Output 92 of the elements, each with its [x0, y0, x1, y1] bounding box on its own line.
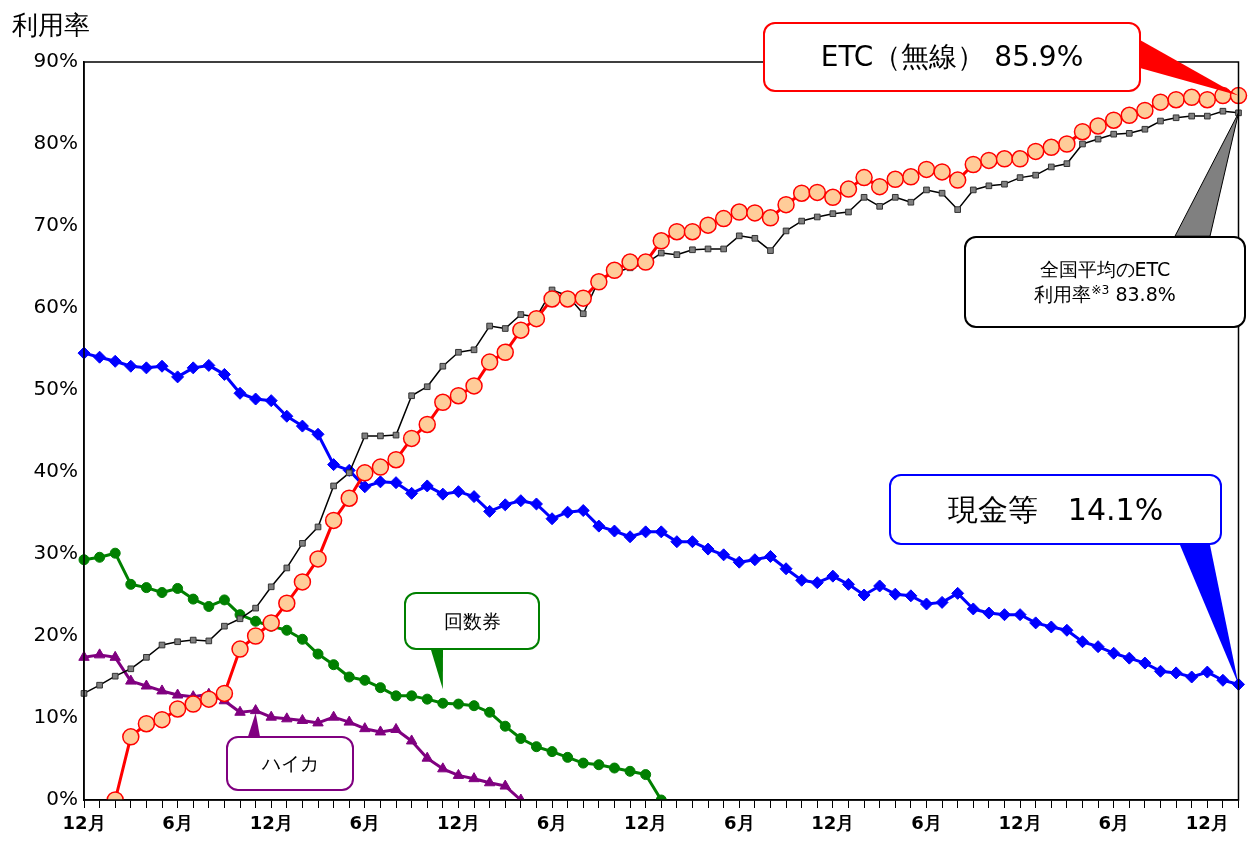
point [484, 706, 496, 718]
point [562, 751, 574, 763]
point [218, 594, 230, 606]
callout-box: 全国平均のETC利用率$^{※3}$ 83.8% [964, 236, 1246, 328]
y-tick-label: 30% [33, 540, 78, 565]
point [296, 713, 309, 724]
point [328, 659, 340, 671]
x-tick-label: 12月 [811, 812, 855, 834]
x-tick-label: 12月 [249, 812, 293, 834]
point [187, 593, 199, 605]
point [281, 712, 293, 723]
point [468, 700, 480, 712]
point [343, 715, 355, 726]
point [93, 648, 106, 659]
point [390, 690, 402, 702]
point [546, 746, 558, 758]
point [156, 684, 168, 695]
x-tick-label: 12月 [998, 812, 1042, 834]
point [499, 779, 511, 790]
point [640, 769, 652, 781]
point [515, 733, 527, 744]
x-tick-label: 6月 [349, 812, 381, 834]
point [109, 650, 121, 661]
point [172, 582, 184, 594]
annotation: ETC（無線） 85.9% [820, 38, 1084, 75]
x-tick-label: 12月 [1185, 812, 1229, 834]
point [421, 693, 433, 705]
point [281, 624, 293, 636]
point [94, 551, 106, 563]
point [312, 648, 324, 660]
point [390, 722, 402, 733]
callout-box: ETC（無線） 85.9% [763, 22, 1141, 92]
x-tick-label: 6月 [911, 812, 942, 834]
annotation: ハイカ [261, 751, 319, 776]
point [530, 741, 542, 753]
point [405, 734, 418, 745]
annotation: 回数券 [443, 608, 501, 634]
y-tick-label: 40% [33, 458, 78, 483]
y-tick-label: 70% [33, 212, 78, 237]
point [421, 751, 433, 762]
point [296, 633, 308, 645]
annotation: 全国平均のETC利用率$^{※3}$ 83.8% [1033, 257, 1177, 307]
point [249, 704, 262, 715]
point [234, 705, 246, 716]
point [374, 682, 386, 694]
annotation: 現金等 14.1% [947, 491, 1164, 529]
point [468, 772, 480, 783]
point [437, 697, 449, 709]
y-tick-label: 50% [33, 376, 78, 401]
point [109, 547, 121, 559]
point [406, 690, 418, 702]
y-axis-title: 利用率 [12, 9, 90, 42]
point [203, 600, 215, 612]
point [608, 762, 620, 774]
x-tick-label: 6月 [536, 812, 568, 834]
point [359, 674, 371, 686]
y-tick-label: 60% [33, 294, 78, 319]
point [359, 722, 371, 733]
x-tick-label: 12月 [624, 812, 668, 834]
y-tick-label: 0% [46, 786, 78, 811]
point [577, 757, 589, 769]
point [327, 710, 340, 721]
y-tick-label: 80% [33, 130, 78, 155]
point [250, 615, 262, 627]
point [483, 776, 496, 787]
point [140, 582, 152, 594]
point [125, 578, 137, 590]
point [593, 759, 605, 771]
callout-box: 現金等 14.1% [889, 474, 1222, 545]
callout-box: 回数券 [404, 592, 540, 650]
point [156, 587, 168, 599]
point [140, 679, 153, 690]
point [452, 698, 464, 710]
point [452, 768, 465, 779]
y-tick-label: 20% [33, 622, 78, 647]
x-tick-label: 12月 [436, 812, 480, 834]
callout-box: ハイカ [226, 736, 354, 791]
point [265, 710, 277, 721]
point [312, 716, 324, 727]
x-tick-label: 6月 [1098, 812, 1129, 834]
y-tick-label: 10% [33, 704, 78, 729]
point [374, 725, 387, 736]
point [125, 674, 137, 685]
x-tick-label: 12月 [62, 812, 106, 834]
y-tick-label: 90% [33, 48, 78, 73]
point [437, 762, 449, 773]
x-tick-label: 6月 [162, 812, 193, 834]
x-tick-label: 6月 [723, 812, 755, 834]
point [343, 671, 355, 683]
point [171, 688, 184, 699]
point [499, 720, 511, 732]
point [624, 765, 636, 777]
